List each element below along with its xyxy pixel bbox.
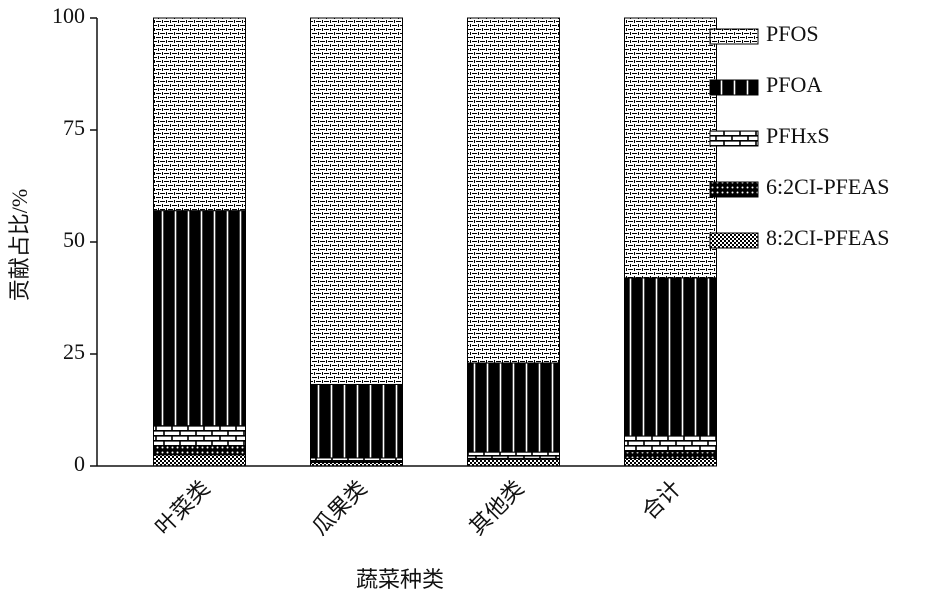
legend-label: PFOS [766, 21, 819, 46]
bar-segment [624, 451, 717, 459]
legend-label: PFOA [766, 72, 822, 97]
bar-segment [310, 457, 403, 463]
y-tick-label: 0 [74, 451, 85, 476]
legend-swatch [709, 130, 759, 147]
bar-segment [467, 451, 560, 459]
bar-segment [310, 17, 403, 385]
bar-segment [624, 457, 717, 467]
legend-swatch [709, 28, 759, 45]
bar-segment [624, 17, 717, 279]
legend-swatch [709, 181, 759, 198]
legend-label: 6:2CI-PFEAS [766, 174, 889, 199]
y-tick-label: 100 [52, 3, 85, 28]
legend-label: 8:2CI-PFEAS [766, 225, 889, 250]
y-axis-title: 贡献占比/% [7, 189, 32, 301]
x-tick-label: 叶菜类 [150, 475, 214, 539]
bar-segment [467, 362, 560, 453]
x-tick-label: 瓜果类 [307, 475, 371, 539]
bar-segment [624, 435, 717, 453]
y-tick-label: 50 [63, 227, 85, 252]
x-tick-label: 其他类 [464, 475, 528, 539]
x-axis-title: 蔬菜种类 [356, 567, 444, 592]
bar-segment [153, 425, 246, 447]
bar-segment [467, 17, 560, 364]
bar-segment [624, 277, 717, 437]
y-tick-label: 75 [63, 115, 85, 140]
bar-segment [153, 17, 246, 212]
bar-segment [310, 383, 403, 459]
x-tick-label: 合计 [637, 475, 686, 524]
y-tick-label: 25 [63, 339, 85, 364]
bar-segment [153, 445, 246, 456]
legend-label: PFHxS [766, 123, 830, 148]
legend-swatch [709, 232, 759, 249]
bar-segment [467, 458, 560, 467]
bar-segment [153, 210, 246, 427]
bar-segment [153, 454, 246, 467]
legend-swatch [709, 79, 759, 96]
